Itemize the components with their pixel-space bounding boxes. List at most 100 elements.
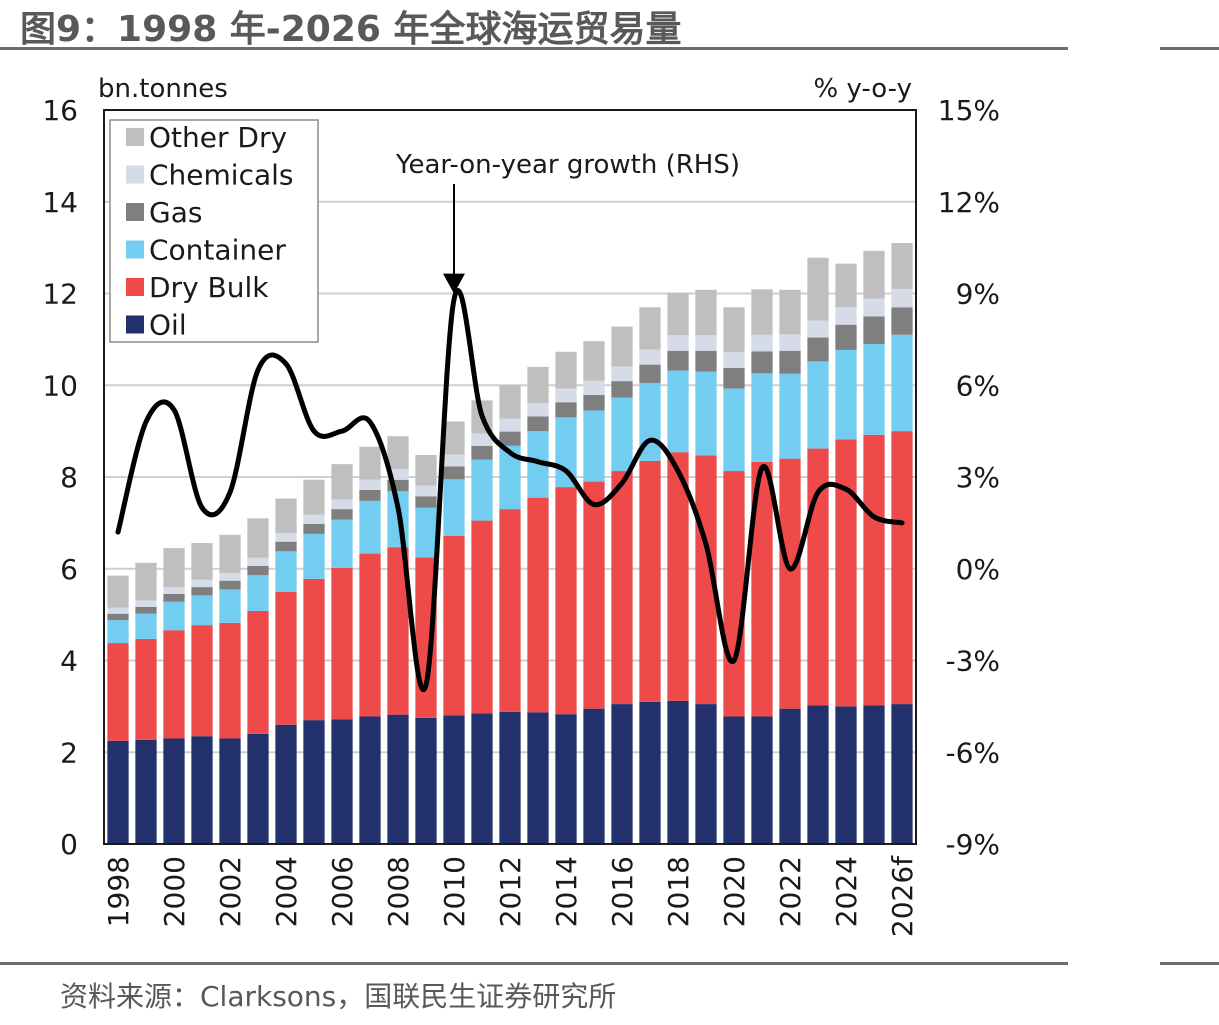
bar-segment-container (751, 373, 773, 462)
bar-segment-dry-bulk (471, 520, 493, 714)
bar-stack-2025 (863, 250, 885, 844)
bar-segment-chemicals (219, 572, 241, 581)
bar-segment-container (499, 445, 521, 510)
source-note: 资料来源：Clarksons，国联民生证券研究所 (60, 980, 617, 1013)
bar-stack-2007 (359, 446, 381, 844)
bar-segment-dry-bulk (695, 455, 717, 705)
x-tick-label: 2012 (494, 856, 527, 927)
x-tick-label: 1998 (102, 856, 135, 927)
bar-segment-oil (471, 713, 493, 844)
legend-box (109, 119, 319, 343)
bar-segment-chemicals (499, 418, 521, 432)
right-tick-label: 6% (956, 369, 1000, 402)
bar-segment-container (723, 388, 745, 472)
bar-segment-other-dry (163, 548, 185, 588)
bar-segment-oil (415, 717, 437, 844)
bar-segment-dry-bulk (107, 643, 129, 741)
bar-segment-dry-bulk (835, 439, 857, 707)
bar-segment-container (247, 575, 269, 611)
plot-frame (103, 109, 917, 845)
bar-segment-chemicals (247, 557, 269, 566)
bar-segment-oil (807, 705, 829, 844)
bar-segment-dry-bulk (723, 471, 745, 717)
bar-stack-2009 (415, 454, 437, 844)
stacked-bar-chart: 1998 2000 2002 2004 2006 2008 2010 2012 2014 2016… (42, 74, 1000, 937)
bar-segment-chemicals (415, 485, 437, 497)
bar-segment-gas (667, 350, 689, 371)
bar-segment-container (611, 397, 633, 472)
bar-stack-2008 (387, 436, 409, 844)
x-tick-label: 2022 (774, 856, 807, 927)
bar-segment-oil (723, 716, 745, 844)
bar-segment-container (415, 507, 437, 558)
bar-segment-oil (247, 733, 269, 844)
right-tick-label: 9% (956, 278, 1000, 311)
bar-segment-gas (191, 587, 213, 596)
bar-segment-dry-bulk (779, 458, 801, 709)
yoy-growth-line (115, 288, 905, 692)
bar-segment-oil (107, 740, 129, 844)
bar-stack-2000 (163, 548, 185, 844)
annotation: Year-on-year growth (RHS) (395, 150, 740, 294)
x-tick-label: 2018 (662, 856, 695, 927)
bar-segment-gas (135, 606, 157, 614)
bar-segment-dry-bulk (443, 535, 465, 716)
bar-segment-dry-bulk (639, 460, 661, 702)
bar-stack-2006 (331, 464, 353, 844)
bar-segment-dry-bulk (527, 497, 549, 713)
bar-segment-oil (695, 704, 717, 844)
bar-segment-other-dry (723, 307, 745, 353)
bar-segment-container (471, 459, 493, 521)
bar-segment-other-dry (891, 243, 913, 289)
left-axis-ticks: 0 2 4 6 8 10 12 14 16 (42, 94, 78, 861)
x-tick-label: 2016 (606, 856, 639, 927)
x-tick-labels: 1998 2000 2002 2004 2006 2008 2010 2012 2014 2016… (102, 855, 919, 937)
bar-segment-chemicals (135, 600, 157, 607)
bar-stack-2013 (527, 366, 549, 844)
bar-segment-chemicals (751, 334, 773, 352)
bar-stack-2001 (191, 543, 213, 844)
bar-segment-chemicals (191, 579, 213, 588)
bar-segment-chemicals (387, 469, 409, 480)
legend-swatch (126, 128, 144, 146)
right-tick-label: 12% (938, 186, 1000, 219)
legend-label: Gas (149, 196, 202, 229)
bar-segment-oil (863, 705, 885, 844)
bar-stack-2005 (303, 479, 325, 844)
bar-segment-oil (891, 704, 913, 844)
bar-segment-gas (695, 350, 717, 372)
bar-segment-dry-bulk (359, 553, 381, 717)
bar-segment-oil (359, 716, 381, 844)
right-tick-label: -9% (945, 828, 1000, 861)
bar-segment-container (443, 479, 465, 536)
bar-segment-dry-bulk (387, 547, 409, 715)
bar-segment-oil (779, 708, 801, 844)
bar-segment-oil (191, 736, 213, 844)
title-rule (0, 47, 1068, 50)
legend-swatch (126, 278, 144, 296)
bar-segment-dry-bulk (583, 481, 605, 709)
bar-segment-other-dry (779, 289, 801, 335)
bar-segment-gas (247, 566, 269, 576)
bar-segment-oil (135, 739, 157, 844)
bar-segment-chemicals (807, 320, 829, 338)
bar-segment-oil (611, 704, 633, 844)
right-tick-label: -3% (945, 645, 1000, 678)
bar-segment-chemicals (303, 514, 325, 524)
bar-segment-chemicals (695, 335, 717, 351)
legend-swatch (126, 315, 144, 334)
bar-stack-2023 (807, 257, 829, 844)
bar-segment-chemicals (163, 587, 185, 594)
bar-segment-dry-bulk (191, 625, 213, 737)
bar-segment-container (331, 519, 353, 568)
bar-segment-other-dry (527, 366, 549, 404)
bar-stack-1998 (107, 575, 129, 844)
bar-segment-other-dry (331, 464, 353, 500)
bar-segment-container (135, 613, 157, 639)
bar-segment-gas (443, 466, 465, 480)
bar-stack-2012 (499, 385, 521, 844)
bar-segment-gas (471, 445, 493, 460)
bar-segment-dry-bulk (555, 487, 577, 715)
bar-segment-container (667, 370, 689, 453)
left-tick-label: 2 (60, 736, 78, 769)
